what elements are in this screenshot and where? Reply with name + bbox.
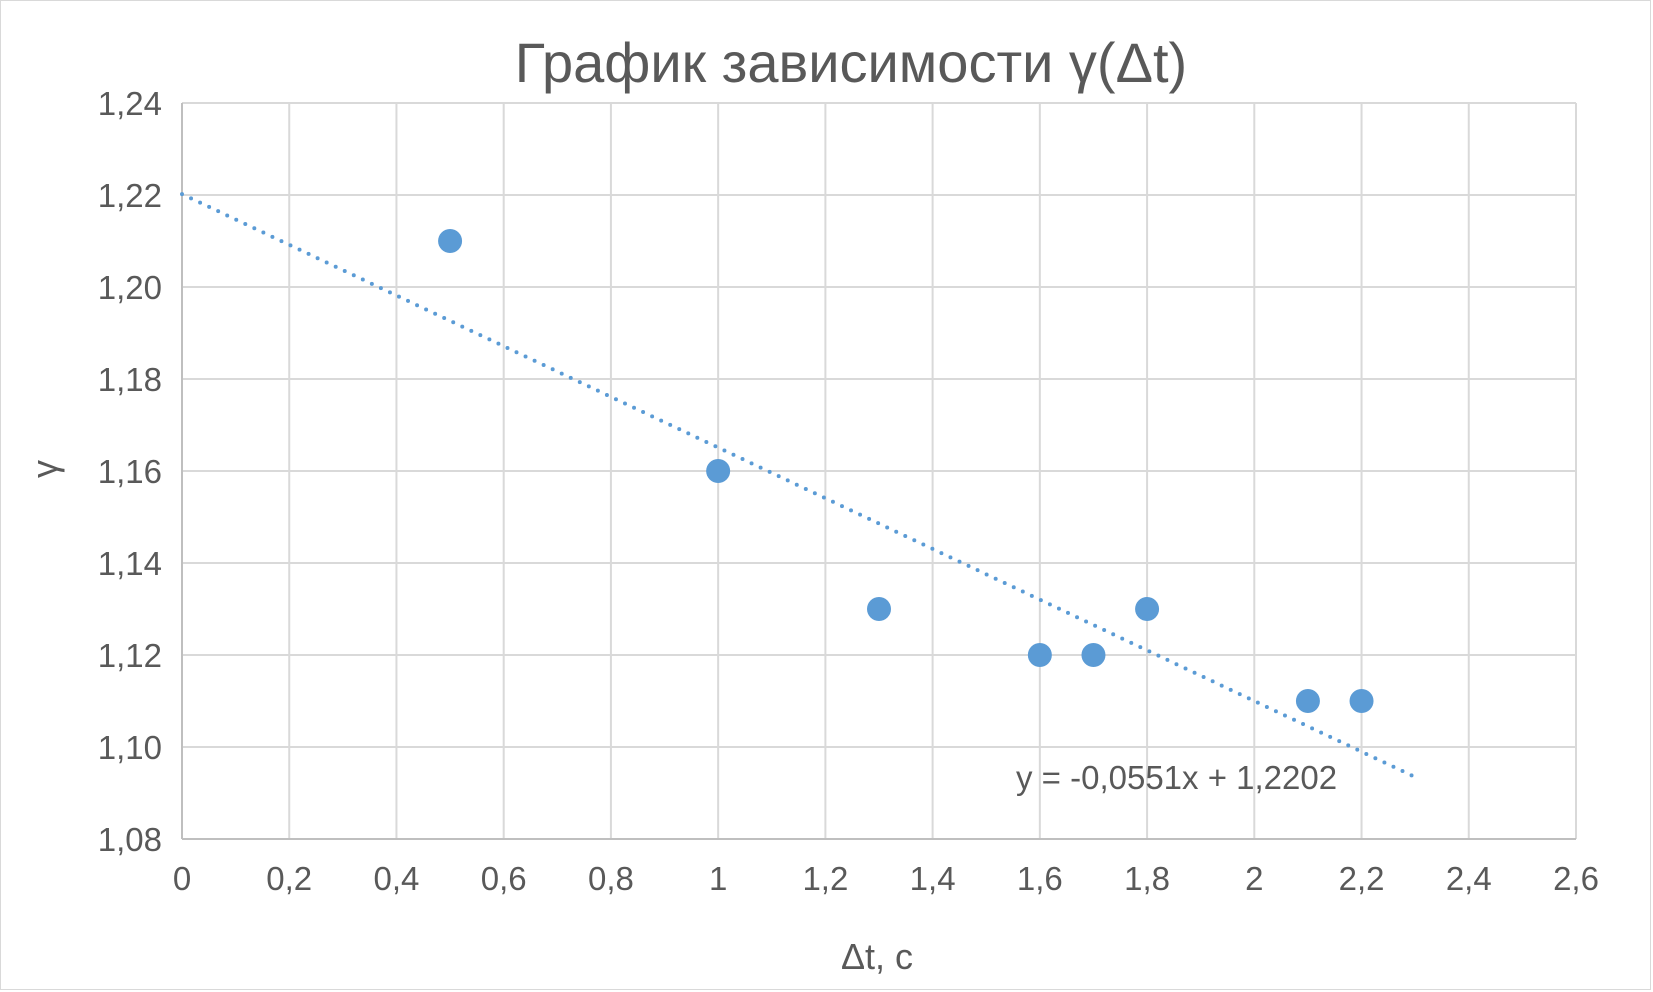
y-tick-label: 1,24 [98, 85, 162, 122]
data-point [706, 459, 731, 483]
x-tick-label: 1,8 [1124, 860, 1170, 897]
x-tick-label: 0,6 [481, 860, 527, 897]
trendline [180, 192, 1418, 780]
x-tick-label: 0,4 [374, 860, 420, 897]
y-tick-label: 1,14 [98, 545, 162, 582]
trendline-layer [180, 192, 1418, 780]
x-tick-label: 0,8 [588, 860, 634, 897]
y-tick-label: 1,08 [98, 821, 162, 858]
grid [182, 102, 1577, 839]
x-tick-label: 1,6 [1017, 860, 1063, 897]
data-point [867, 597, 891, 621]
x-tick-label: 1 [709, 860, 727, 897]
y-tick-label: 1,12 [98, 637, 162, 674]
y-tick-label: 1,22 [98, 177, 162, 214]
x-tick-label: 0,2 [266, 860, 312, 897]
x-tick-label: 2,2 [1339, 860, 1385, 897]
x-tick-label: 0 [173, 860, 191, 897]
data-points [438, 229, 1374, 713]
data-point [1135, 597, 1160, 621]
x-tick-label: 2,6 [1553, 860, 1599, 897]
chart-title: График зависимости γ(Δt) [515, 31, 1187, 94]
data-point [1295, 689, 1320, 713]
y-axis-title: γ [24, 460, 65, 478]
x-tick-label: 2,4 [1446, 860, 1492, 897]
x-tick-label: 2 [1245, 860, 1263, 897]
data-point [1027, 643, 1052, 667]
data-point [1081, 643, 1106, 667]
x-tick-label: 1,2 [802, 860, 848, 897]
data-point [438, 229, 463, 253]
trendline-equation: y = -0,0551x + 1,2202 [1016, 759, 1337, 796]
x-axis-title: Δt, с [841, 936, 913, 977]
y-tick-label: 1,20 [98, 269, 162, 306]
y-tick-labels: 1,08 1,10 1,12 1,14 1,16 1,18 1,20 1,22 1,24 [98, 85, 162, 858]
y-tick-label: 1,16 [98, 453, 162, 490]
x-tick-label: 1,4 [910, 860, 956, 897]
y-tick-label: 1,10 [98, 729, 162, 766]
y-tick-label: 1,18 [98, 361, 162, 398]
axes [181, 103, 1576, 840]
x-tick-labels: 0 0,2 0,4 0,6 0,8 1 1,2 1,4 1,6 1,8 2 2,2 2,4 2,6 [173, 860, 1599, 897]
data-point [1349, 689, 1374, 713]
